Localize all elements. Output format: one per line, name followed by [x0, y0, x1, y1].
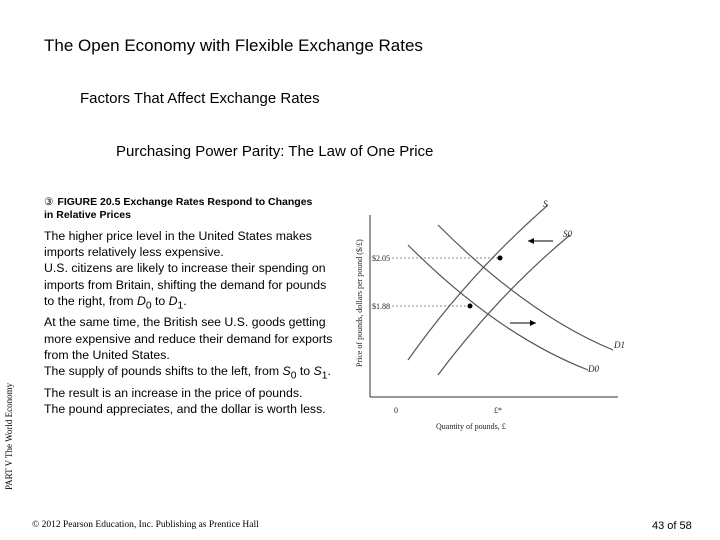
body-paragraph: U.S. citizens are likely to increase the…: [44, 261, 327, 312]
body-paragraph: The higher price level in the United Sta…: [44, 229, 312, 260]
page-title: The Open Economy with Flexible Exchange …: [44, 36, 423, 55]
body-text: The higher price level in the United Sta…: [44, 228, 334, 417]
copyright-footer: © 2012 Pearson Education, Inc. Publishin…: [32, 520, 259, 530]
curve-label-S0: S0: [563, 229, 573, 239]
supply-curve-S: [407, 204, 549, 361]
body-paragraph: The pound appreciates, and the dollar is…: [44, 401, 326, 416]
curve-label-S: S: [543, 199, 548, 209]
curve-label-D0: D0: [587, 364, 599, 374]
subtitle-ppp: Purchasing Power Parity: The Law of One …: [116, 143, 434, 160]
supply-curve-S0: [437, 234, 571, 376]
body-paragraph: At the same time, the British see U.S. g…: [44, 315, 333, 362]
demand-curve-D0: [407, 244, 589, 371]
body-paragraph: The result is an increase in the price o…: [44, 385, 303, 400]
part-side-label: PART V The World Economy: [4, 382, 14, 490]
curve-label-D1: D1: [613, 340, 625, 350]
equilibrium-point: [467, 303, 473, 309]
figure-caption-text: FIGURE 20.5 Exchange Rates Respond to Ch…: [44, 196, 313, 221]
figure-caption: ③ FIGURE 20.5 Exchange Rates Respond to C…: [44, 196, 314, 222]
x-tick-label: 0: [394, 406, 398, 415]
page-number: 43 of 58: [652, 520, 692, 532]
supply-shift-arrowhead: [528, 238, 534, 244]
demand-shift-arrowhead: [530, 320, 536, 326]
x-axis-label: Quantity of pounds, £: [436, 422, 506, 431]
exchange-rate-chart: Price of pounds, dollars per pound ($/£)…: [355, 199, 625, 431]
figure-bullet-icon: ③: [44, 196, 54, 208]
subtitle-factors: Factors That Affect Exchange Rates: [80, 90, 320, 107]
y-axis-label: Price of pounds, dollars per pound ($/£): [355, 239, 364, 367]
y-tick-label: $1.88: [372, 302, 390, 311]
y-tick-label: $2.05: [372, 254, 390, 263]
equilibrium-point: [497, 255, 503, 261]
x-tick-label: £*: [494, 406, 502, 415]
demand-curve-D1: [437, 224, 614, 351]
body-paragraph: The supply of pounds shifts to the left,…: [44, 364, 331, 382]
